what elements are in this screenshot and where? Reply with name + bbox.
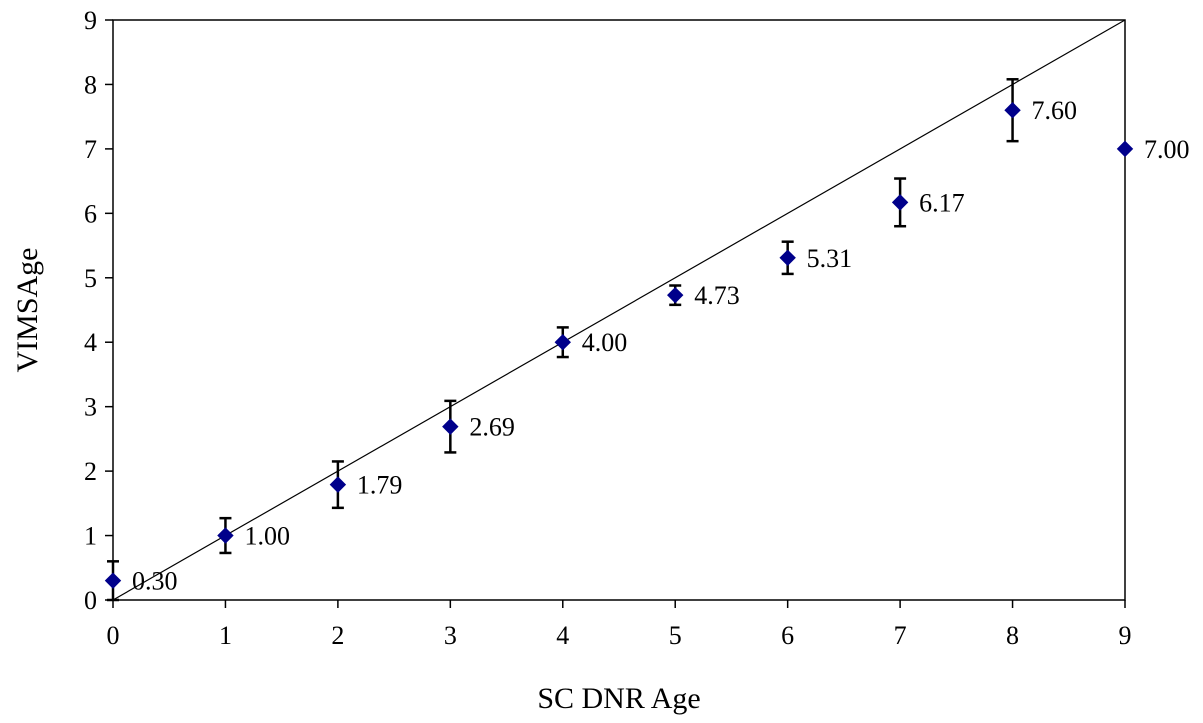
data-point	[554, 334, 571, 351]
data-point	[779, 249, 796, 267]
x-tick-label: 7	[894, 621, 907, 650]
data-point	[891, 194, 909, 211]
y-tick-label: 4	[84, 328, 97, 357]
data-point	[442, 418, 459, 435]
data-point	[667, 286, 684, 304]
y-tick-label: 6	[84, 199, 97, 228]
y-tick-label: 9	[84, 6, 97, 35]
data-point	[1004, 102, 1021, 119]
x-tick-label: 9	[1119, 621, 1132, 650]
x-tick-label: 4	[556, 621, 569, 650]
x-tick-label: 6	[781, 621, 794, 650]
reference-line	[112, 19, 1126, 601]
y-tick-label: 2	[84, 457, 97, 486]
data-point	[217, 527, 234, 544]
x-tick-label: 2	[331, 621, 344, 650]
x-tick-label: 3	[444, 621, 457, 650]
data-label: 4.73	[694, 281, 740, 310]
data-point	[104, 572, 122, 589]
y-tick-label: 7	[84, 135, 97, 164]
y-tick-label: 8	[84, 70, 97, 99]
data-label: 7.00	[1144, 135, 1190, 164]
data-labels: 0.30 1.00 1.79 2.69 4.00 4.73 5.31 6.17 7.60 7.00	[132, 96, 1190, 595]
data-label: 5.31	[807, 244, 853, 273]
data-label: 1.79	[357, 471, 403, 500]
data-label: 6.17	[919, 188, 965, 217]
data-point	[1116, 140, 1134, 158]
data-label: 7.60	[1032, 96, 1078, 125]
data-point	[329, 476, 347, 493]
x-tick-label: 8	[1006, 621, 1019, 650]
y-axis-title: VIMSAge	[11, 248, 44, 373]
x-tick-label: 0	[107, 621, 120, 650]
axis-ticks	[105, 19, 1126, 608]
data-points	[104, 102, 1134, 589]
y-tick-label: 5	[84, 264, 97, 293]
x-axis-title: SC DNR Age	[537, 682, 700, 715]
data-label: 2.69	[469, 413, 515, 442]
x-tick-label: 5	[669, 621, 682, 650]
data-label: 0.30	[132, 567, 178, 596]
x-tick-label: 1	[219, 621, 232, 650]
y-tick-label: 0	[84, 586, 97, 615]
y-tick-label: 3	[84, 393, 97, 422]
data-label: 4.00	[582, 328, 628, 357]
y-tick-label: 1	[84, 522, 97, 551]
tick-labels: 0 1 2 3 4 5 6 7 8 9 0 1 2 3 4 5 6 7 8 9	[84, 6, 1132, 650]
data-label: 1.00	[244, 522, 290, 551]
